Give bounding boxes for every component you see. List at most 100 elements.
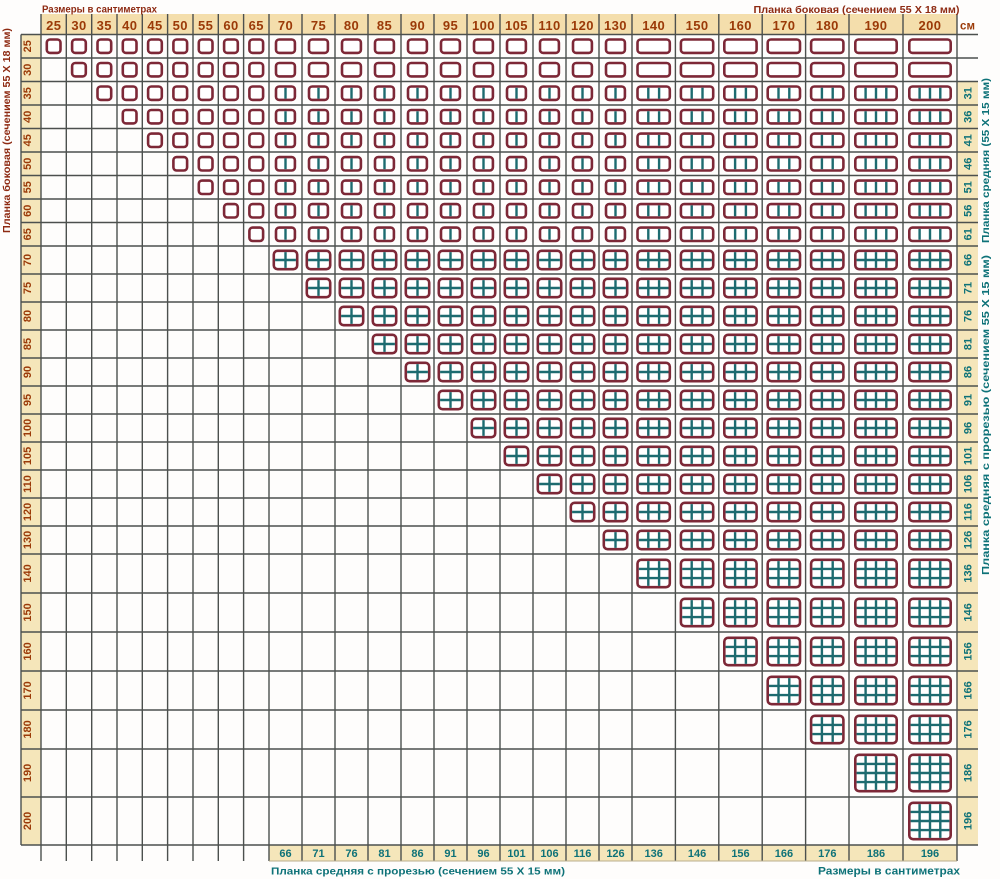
svg-text:70: 70 (278, 18, 293, 33)
svg-text:196: 196 (963, 812, 975, 830)
svg-text:85: 85 (377, 18, 392, 33)
svg-text:80: 80 (344, 18, 359, 33)
svg-text:116: 116 (963, 503, 975, 521)
svg-text:190: 190 (865, 18, 888, 33)
svg-text:65: 65 (249, 18, 264, 33)
svg-text:46: 46 (963, 158, 975, 170)
svg-text:95: 95 (443, 18, 458, 33)
svg-text:166: 166 (775, 848, 793, 860)
svg-text:156: 156 (963, 642, 975, 660)
svg-text:76: 76 (963, 310, 975, 322)
svg-text:146: 146 (688, 848, 706, 860)
svg-text:40: 40 (22, 111, 34, 123)
svg-text:45: 45 (147, 18, 162, 33)
svg-text:50: 50 (22, 158, 34, 170)
svg-text:91: 91 (963, 394, 975, 406)
svg-text:95: 95 (22, 394, 34, 406)
svg-text:106: 106 (540, 848, 558, 860)
svg-text:60: 60 (22, 205, 34, 217)
svg-text:130: 130 (22, 531, 34, 549)
svg-text:86: 86 (963, 366, 975, 378)
svg-text:140: 140 (22, 564, 34, 582)
svg-text:200: 200 (22, 812, 34, 830)
svg-text:90: 90 (22, 366, 34, 378)
svg-text:180: 180 (22, 720, 34, 738)
svg-text:41: 41 (963, 134, 975, 146)
svg-text:Планка средняя с прорезью (сеч: Планка средняя с прорезью (сечением 55 Х… (980, 255, 992, 575)
svg-text:71: 71 (963, 282, 975, 294)
svg-text:76: 76 (345, 848, 357, 860)
svg-text:91: 91 (444, 848, 456, 860)
svg-text:Размеры в сантиметрах: Размеры в сантиметрах (818, 866, 961, 878)
svg-text:105: 105 (22, 447, 34, 465)
svg-text:40: 40 (122, 18, 137, 33)
svg-text:176: 176 (963, 720, 975, 738)
svg-text:190: 190 (22, 764, 34, 782)
svg-text:81: 81 (963, 338, 975, 350)
svg-text:51: 51 (963, 181, 975, 193)
svg-text:160: 160 (22, 642, 34, 660)
svg-text:100: 100 (472, 18, 495, 33)
svg-text:65: 65 (22, 228, 34, 240)
svg-text:140: 140 (642, 18, 665, 33)
svg-text:35: 35 (97, 18, 112, 33)
svg-text:180: 180 (816, 18, 839, 33)
svg-text:126: 126 (606, 848, 624, 860)
svg-text:36: 36 (963, 111, 975, 123)
svg-text:66: 66 (279, 848, 291, 860)
svg-text:30: 30 (22, 64, 34, 76)
svg-text:30: 30 (71, 18, 86, 33)
svg-text:31: 31 (963, 87, 975, 99)
svg-text:Размеры в сантиметрах: Размеры в сантиметрах (42, 4, 157, 16)
svg-text:150: 150 (686, 18, 709, 33)
svg-text:Планка средняя с прорезью (сеч: Планка средняя с прорезью (сечением 55 Х… (271, 866, 565, 878)
svg-text:160: 160 (729, 18, 752, 33)
svg-text:80: 80 (22, 310, 34, 322)
svg-text:150: 150 (22, 603, 34, 621)
svg-text:см: см (960, 21, 975, 33)
svg-text:71: 71 (312, 848, 324, 860)
svg-text:70: 70 (22, 254, 34, 266)
svg-text:126: 126 (963, 531, 975, 549)
svg-text:136: 136 (963, 564, 975, 582)
svg-text:81: 81 (378, 848, 390, 860)
svg-text:166: 166 (963, 681, 975, 699)
svg-text:86: 86 (411, 848, 423, 860)
svg-text:196: 196 (921, 848, 939, 860)
svg-text:120: 120 (571, 18, 594, 33)
svg-text:66: 66 (963, 254, 975, 266)
svg-text:85: 85 (22, 338, 34, 350)
svg-text:170: 170 (22, 681, 34, 699)
svg-text:56: 56 (963, 205, 975, 217)
svg-text:101: 101 (963, 447, 975, 465)
svg-text:176: 176 (818, 848, 836, 860)
svg-text:25: 25 (46, 18, 61, 33)
svg-text:100: 100 (22, 419, 34, 437)
svg-text:75: 75 (22, 282, 34, 294)
svg-text:105: 105 (505, 18, 528, 33)
svg-text:45: 45 (22, 134, 34, 146)
svg-text:75: 75 (311, 18, 326, 33)
svg-text:55: 55 (198, 18, 213, 33)
svg-text:Планка боковая (сечением 55 Х: Планка боковая (сечением 55 Х 18 мм) (1, 28, 13, 233)
svg-text:55: 55 (22, 181, 34, 193)
svg-text:110: 110 (538, 18, 560, 33)
svg-text:90: 90 (410, 18, 425, 33)
svg-text:200: 200 (919, 18, 942, 33)
svg-text:120: 120 (22, 503, 34, 521)
svg-text:96: 96 (477, 848, 489, 860)
svg-text:35: 35 (22, 87, 34, 99)
svg-text:186: 186 (963, 764, 975, 782)
svg-text:110: 110 (22, 475, 34, 493)
svg-text:60: 60 (223, 18, 238, 33)
svg-text:50: 50 (173, 18, 188, 33)
svg-text:170: 170 (772, 18, 795, 33)
svg-text:Планка боковая (сечением 55 Х: Планка боковая (сечением 55 Х 18 мм) (754, 4, 960, 16)
svg-text:25: 25 (22, 40, 34, 52)
svg-text:146: 146 (963, 603, 975, 621)
svg-text:101: 101 (507, 848, 525, 860)
svg-text:106: 106 (963, 475, 975, 493)
svg-text:Планка средняя (55 Х 15 мм): Планка средняя (55 Х 15 мм) (980, 78, 992, 243)
svg-text:136: 136 (645, 848, 663, 860)
svg-text:186: 186 (867, 848, 885, 860)
